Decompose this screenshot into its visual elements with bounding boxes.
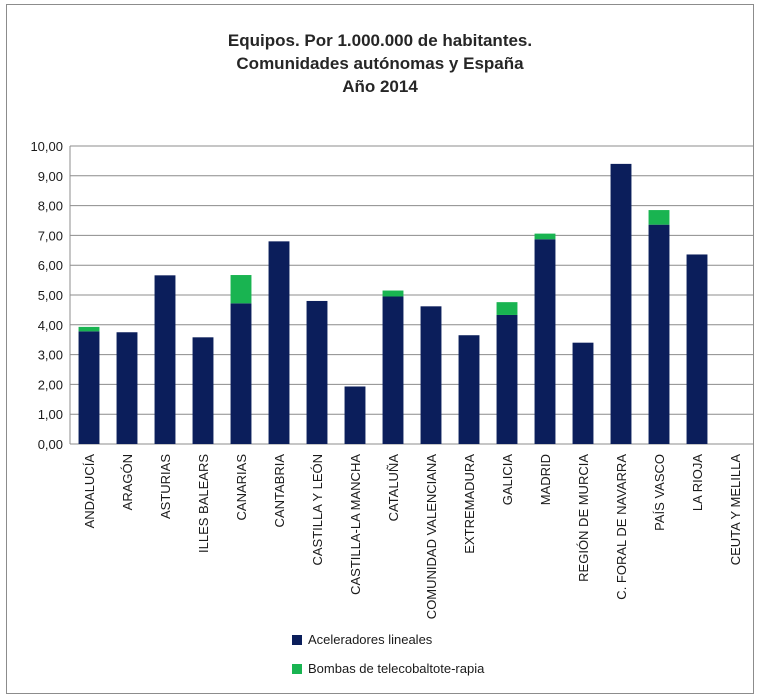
chart-title-line-3: Año 2014 — [342, 77, 418, 96]
x-tick-label: CANTABRIA — [272, 454, 287, 528]
x-tick-label: GALICIA — [500, 454, 515, 506]
x-tick-label: ILLES BALEARS — [196, 454, 211, 553]
bar-bombas — [648, 210, 670, 225]
legend-label-aceleradores: Aceleradores lineales — [308, 632, 433, 647]
y-tick-label: 9,00 — [38, 169, 63, 184]
bar-bombas — [496, 302, 518, 315]
x-tick-label: LA RIOJA — [690, 454, 705, 511]
bar-aceleradores — [154, 275, 176, 444]
bar-aceleradores — [192, 337, 214, 444]
y-tick-label: 6,00 — [38, 258, 63, 273]
bar-aceleradores — [78, 331, 100, 444]
bar-bombas — [382, 290, 404, 297]
bar-aceleradores — [306, 300, 328, 444]
x-tick-label: CATALUÑA — [386, 454, 401, 522]
y-tick-label: 7,00 — [38, 228, 63, 243]
x-tick-label: COMUNIDAD VALENCIANA — [424, 454, 439, 620]
bar-aceleradores — [534, 239, 556, 444]
legend-item-bombas: Bombas de telecobaltote-rapia — [292, 661, 484, 676]
chart-title-line-1: Equipos. Por 1.000.000 de habitantes. — [227, 31, 533, 50]
bar-aceleradores — [496, 314, 518, 444]
bar-bombas — [78, 326, 100, 332]
x-tick-label: C. FORAL DE NAVARRA — [614, 454, 629, 600]
bar-aceleradores — [268, 241, 290, 444]
x-tick-label: CASTILLA Y LEÓN — [310, 454, 325, 566]
y-tick-label: 10,00 — [30, 139, 63, 154]
bar-aceleradores — [230, 303, 252, 444]
y-tick-label: 3,00 — [38, 348, 63, 363]
y-tick-label: 5,00 — [38, 288, 63, 303]
legend-label-bombas: Bombas de telecobaltote-rapia — [308, 661, 485, 676]
y-tick-label: 8,00 — [38, 199, 63, 214]
y-tick-label: 1,00 — [38, 407, 63, 422]
x-tick-label: CEUTA Y MELILLA — [728, 454, 743, 566]
y-tick-label: 0,00 — [38, 437, 63, 452]
bar-aceleradores — [420, 306, 442, 444]
legend-swatch-bombas — [292, 663, 302, 674]
x-tick-label: ASTURIAS — [158, 454, 173, 519]
x-tick-label: EXTREMADURA — [462, 454, 477, 554]
legend-item-aceleradores: Aceleradores lineales — [292, 632, 432, 647]
chart-title-line-2: Comunidades autónomas y España — [236, 54, 524, 73]
bar-aceleradores — [572, 342, 594, 444]
bar-bombas — [230, 275, 252, 304]
x-tick-label: MADRID — [538, 454, 553, 505]
bar-aceleradores — [116, 332, 138, 444]
bar-aceleradores — [648, 224, 670, 444]
x-tick-label: CASTILLA-LA MANCHA — [348, 454, 363, 595]
bar-aceleradores — [382, 296, 404, 444]
y-tick-label: 4,00 — [38, 318, 63, 333]
legend-swatch-aceleradores — [292, 634, 302, 645]
bar-aceleradores — [610, 163, 632, 444]
y-tick-label: 2,00 — [38, 377, 63, 392]
bar-aceleradores — [686, 254, 708, 444]
bar-aceleradores — [458, 335, 480, 444]
x-tick-label: ANDALUCÍA — [82, 454, 97, 529]
bar-aceleradores — [344, 386, 366, 444]
x-tick-label: ARAGÓN — [120, 454, 135, 510]
x-tick-label: PAÍS VASCO — [652, 454, 667, 531]
bar-bombas — [534, 233, 556, 240]
x-tick-label: CANARIAS — [234, 454, 249, 521]
x-tick-label: REGIÓN DE MURCIA — [576, 454, 591, 582]
